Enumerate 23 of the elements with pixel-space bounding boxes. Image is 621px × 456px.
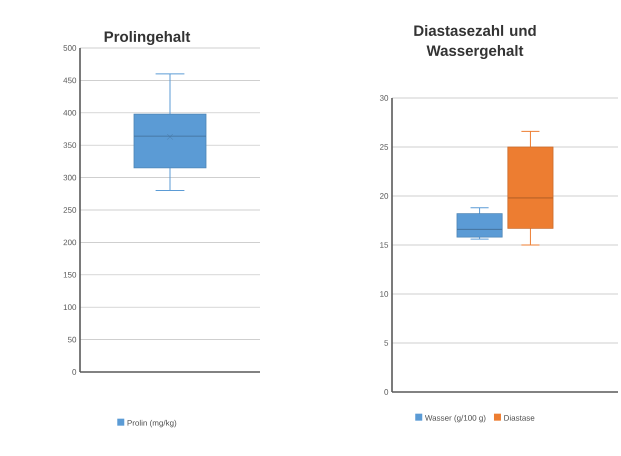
- y-tick-label: 100: [64, 304, 76, 310]
- y-tick-label: 5: [384, 340, 388, 346]
- y-tick-label: 15: [380, 242, 388, 248]
- y-tick-label: 400: [63, 110, 76, 116]
- legend-label: Wasser (g/100 g): [424, 414, 486, 422]
- legend-label: Prolin (mg/kg): [128, 420, 176, 428]
- y-tick-label: 10: [380, 291, 388, 297]
- chart-title: Prolingehalt: [104, 30, 190, 46]
- chart-title: Diastasezahl und Wassergehalt: [414, 24, 536, 60]
- y-tick-label: 300: [63, 174, 76, 180]
- y-tick-label: 0: [384, 389, 388, 395]
- y-tick-label: 450: [63, 78, 76, 84]
- y-tick-label: 50: [68, 336, 76, 342]
- legend-label: Diastase: [504, 414, 534, 421]
- y-tick-label: 20: [380, 193, 388, 199]
- y-tick-label: 30: [380, 95, 388, 101]
- y-tick-label: 150: [64, 272, 76, 278]
- y-tick-label: 0: [72, 369, 76, 375]
- y-tick-label: 500: [63, 45, 76, 51]
- y-tick-label: 350: [63, 142, 76, 148]
- y-tick-label: 25: [380, 144, 388, 150]
- y-tick-label: 250: [64, 207, 76, 213]
- y-tick-label: 200: [64, 240, 76, 246]
